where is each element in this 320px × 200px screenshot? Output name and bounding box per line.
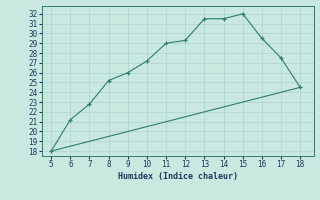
X-axis label: Humidex (Indice chaleur): Humidex (Indice chaleur) bbox=[118, 172, 237, 181]
